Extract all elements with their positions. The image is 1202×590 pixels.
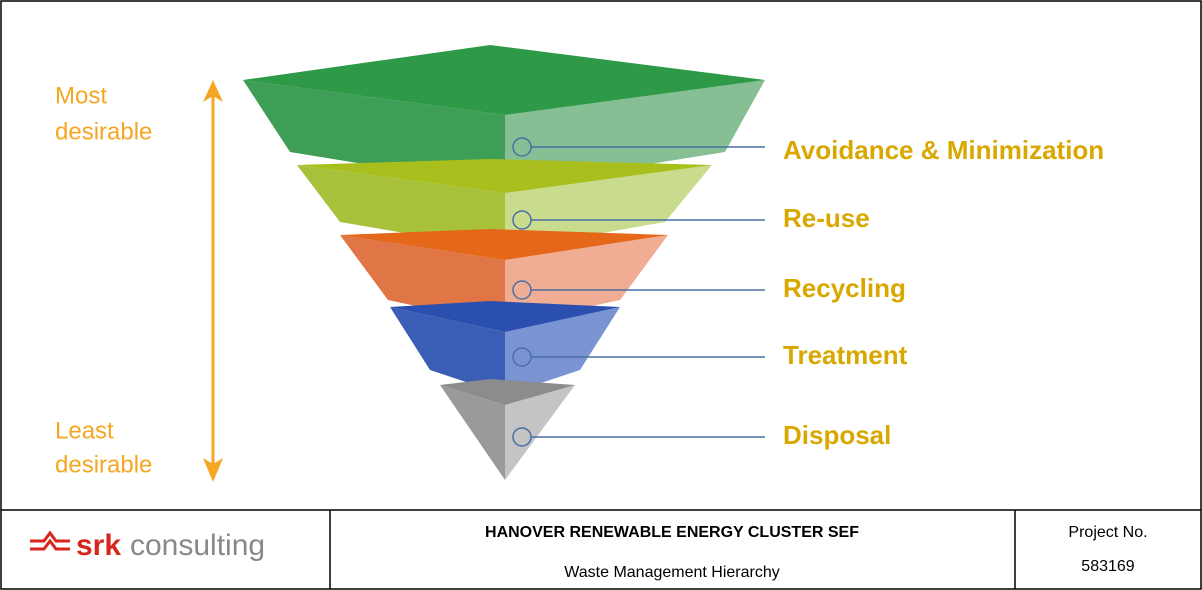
footer-title: HANOVER RENEWABLE ENERGY CLUSTER SEF xyxy=(485,524,859,541)
layer-left-face xyxy=(440,385,505,480)
arrow-head xyxy=(203,80,223,102)
project-label: Project No. xyxy=(1068,524,1147,541)
layer-left-face xyxy=(297,165,505,250)
logo: srk consulting xyxy=(30,529,265,562)
layer-left-face xyxy=(390,307,505,395)
level-label: Recycling xyxy=(783,273,906,303)
level-label: Disposal xyxy=(783,420,891,450)
axis-label: desirable xyxy=(55,451,152,478)
axis-label: Least xyxy=(55,417,114,444)
layer-left-face xyxy=(243,80,505,187)
layer-top-face xyxy=(243,45,765,115)
layer-right-face xyxy=(505,80,765,187)
layer-top-face xyxy=(340,229,668,260)
level-label: Re-use xyxy=(783,203,870,233)
layer-right-face xyxy=(505,235,668,325)
layer-top-face xyxy=(297,159,712,193)
project-number: 583169 xyxy=(1081,558,1134,575)
logo-icon xyxy=(30,530,70,551)
arrow-head xyxy=(203,458,223,482)
axis-label: desirable xyxy=(55,118,152,145)
layer-left-face xyxy=(340,235,505,325)
layer-right-face xyxy=(505,307,620,395)
layer-right-face xyxy=(505,385,575,480)
layer-top-face xyxy=(390,301,620,332)
layer-top-face xyxy=(440,379,575,405)
logo-brand: srk xyxy=(76,529,121,562)
level-label: Treatment xyxy=(783,340,908,370)
footer-subtitle: Waste Management Hierarchy xyxy=(564,564,780,581)
level-label: Avoidance & Minimization xyxy=(783,135,1104,165)
axis-label: Most xyxy=(55,82,107,109)
logo-text: consulting xyxy=(130,529,265,562)
pyramid: Avoidance & Minimization Re-use Recycling T… xyxy=(243,45,1104,480)
layer-right-face xyxy=(505,165,712,250)
